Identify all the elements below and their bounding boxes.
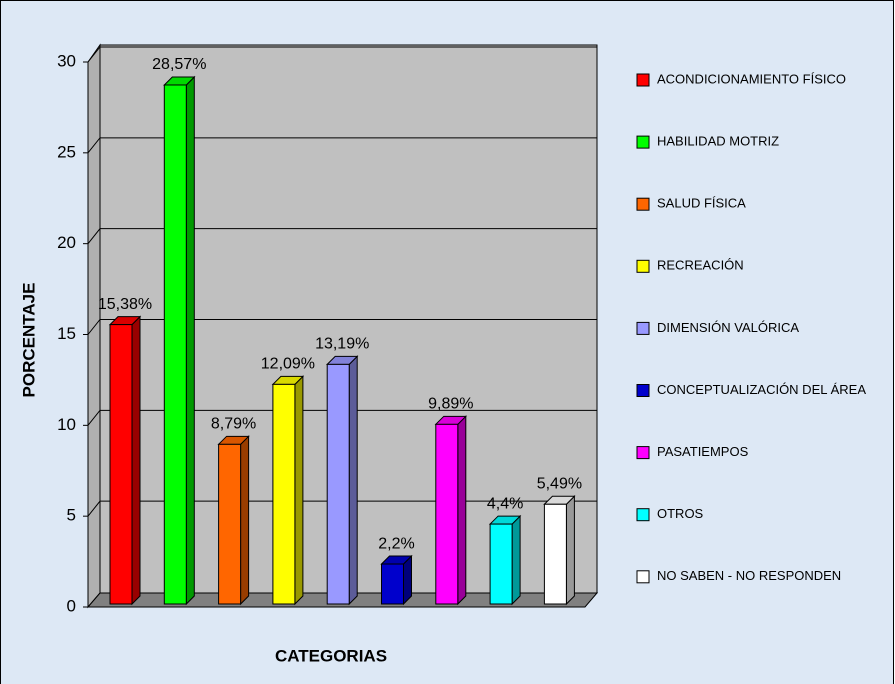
- y-axis-label: PORCENTAJE: [19, 283, 38, 398]
- y-tick-label: 25: [57, 142, 76, 161]
- value-label: 4,4%: [487, 495, 523, 512]
- bar-top-shade: [272, 376, 303, 385]
- value-label: 9,89%: [428, 396, 473, 413]
- bar-side-shade: [186, 76, 195, 604]
- bar: [218, 443, 242, 605]
- legend-label: HABILIDAD MOTRIZ: [657, 134, 779, 149]
- grid-line: [87, 319, 597, 335]
- bar-side-shade: [566, 496, 575, 604]
- bar: [543, 503, 567, 605]
- bar-side-shade: [240, 436, 249, 604]
- legend-swatch: [636, 570, 650, 584]
- value-label: 12,09%: [261, 356, 315, 373]
- legend-label: RECREACIÓN: [657, 258, 744, 273]
- bar: [163, 84, 187, 605]
- side-wall: [87, 43, 101, 609]
- grid-line: [87, 500, 597, 517]
- legend-label: SALUD FÍSICA: [657, 196, 746, 211]
- y-tick-label: 20: [57, 233, 76, 252]
- legend-swatch: [636, 446, 650, 460]
- bar-top-shade: [218, 436, 249, 445]
- bar-top-shade: [544, 496, 575, 505]
- legend-swatch: [636, 197, 650, 211]
- value-label: 5,49%: [537, 475, 582, 492]
- legend-swatch: [636, 384, 650, 397]
- bar-top-shade: [435, 416, 466, 425]
- bar-side-shade: [132, 316, 140, 604]
- legend-swatch: [636, 321, 650, 335]
- bar: [435, 423, 459, 605]
- x-axis-label: CATEGORIAS: [275, 646, 387, 665]
- bar-side-shade: [512, 516, 521, 604]
- y-tick-label: 5: [67, 506, 76, 525]
- bar: [381, 563, 404, 605]
- legend-label: PASATIEMPOS: [657, 444, 749, 459]
- legend-label: NO SABEN - NO RESPONDEN: [657, 568, 841, 583]
- y-tick-label: 15: [57, 324, 76, 343]
- bar: [489, 523, 513, 605]
- value-label: 15,38%: [98, 296, 152, 313]
- bar-top-shade: [490, 516, 521, 525]
- value-label: 28,57%: [152, 56, 206, 73]
- bar-top-shade: [164, 76, 195, 85]
- grid-line: [87, 228, 597, 244]
- y-tick-label: 10: [57, 415, 76, 434]
- bar-top-shade: [110, 316, 140, 325]
- legend-label: CONCEPTUALIZACIÓN DEL ÁREA: [657, 382, 866, 397]
- grid-line: [87, 137, 597, 154]
- bar-top-shade: [381, 556, 412, 565]
- bar: [109, 324, 133, 605]
- legend-swatch: [636, 135, 650, 149]
- legend-swatch: [636, 259, 650, 273]
- bar-side-shade: [294, 376, 303, 604]
- y-tick-label: 0: [67, 596, 76, 615]
- bar: [326, 363, 350, 605]
- y-tick-label: 30: [57, 51, 76, 70]
- value-label: 13,19%: [315, 336, 369, 353]
- legend-label: DIMENSIÓN VALÓRICA: [657, 320, 799, 335]
- grid-line: [87, 46, 597, 63]
- bar-top-shade: [327, 356, 358, 365]
- value-label: 8,79%: [211, 416, 256, 433]
- grid-line: [87, 409, 597, 426]
- legend-swatch: [636, 73, 650, 87]
- bar-side-shade: [403, 556, 412, 604]
- bar-side-shade: [457, 416, 466, 604]
- legend-label: OTROS: [657, 506, 704, 521]
- legend-swatch: [636, 508, 650, 522]
- bar: [272, 383, 296, 605]
- bar-side-shade: [349, 356, 358, 604]
- legend-label: ACONDICIONAMIENTO FÍSICO: [657, 71, 846, 86]
- value-label: 2,2%: [378, 535, 414, 552]
